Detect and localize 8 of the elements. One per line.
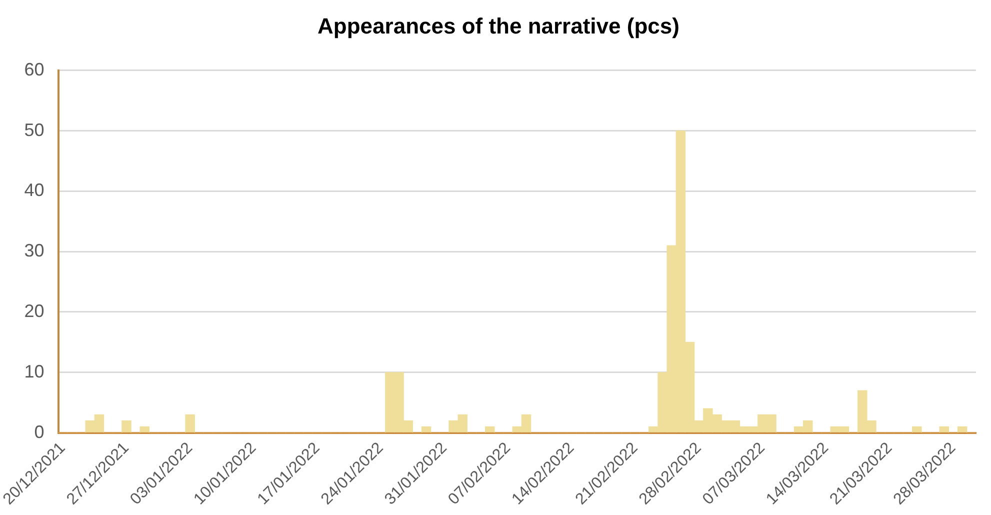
- y-tick-label: 10: [24, 361, 44, 382]
- chart-title: Appearances of the narrative (pcs): [318, 13, 680, 38]
- y-tick-label: 20: [24, 300, 44, 321]
- y-tick-label: 0: [34, 422, 44, 442]
- y-tick-label: 60: [24, 59, 44, 80]
- y-tick-label: 40: [24, 180, 44, 200]
- y-tick-label: 30: [24, 240, 44, 261]
- y-tick-label: 50: [24, 120, 44, 140]
